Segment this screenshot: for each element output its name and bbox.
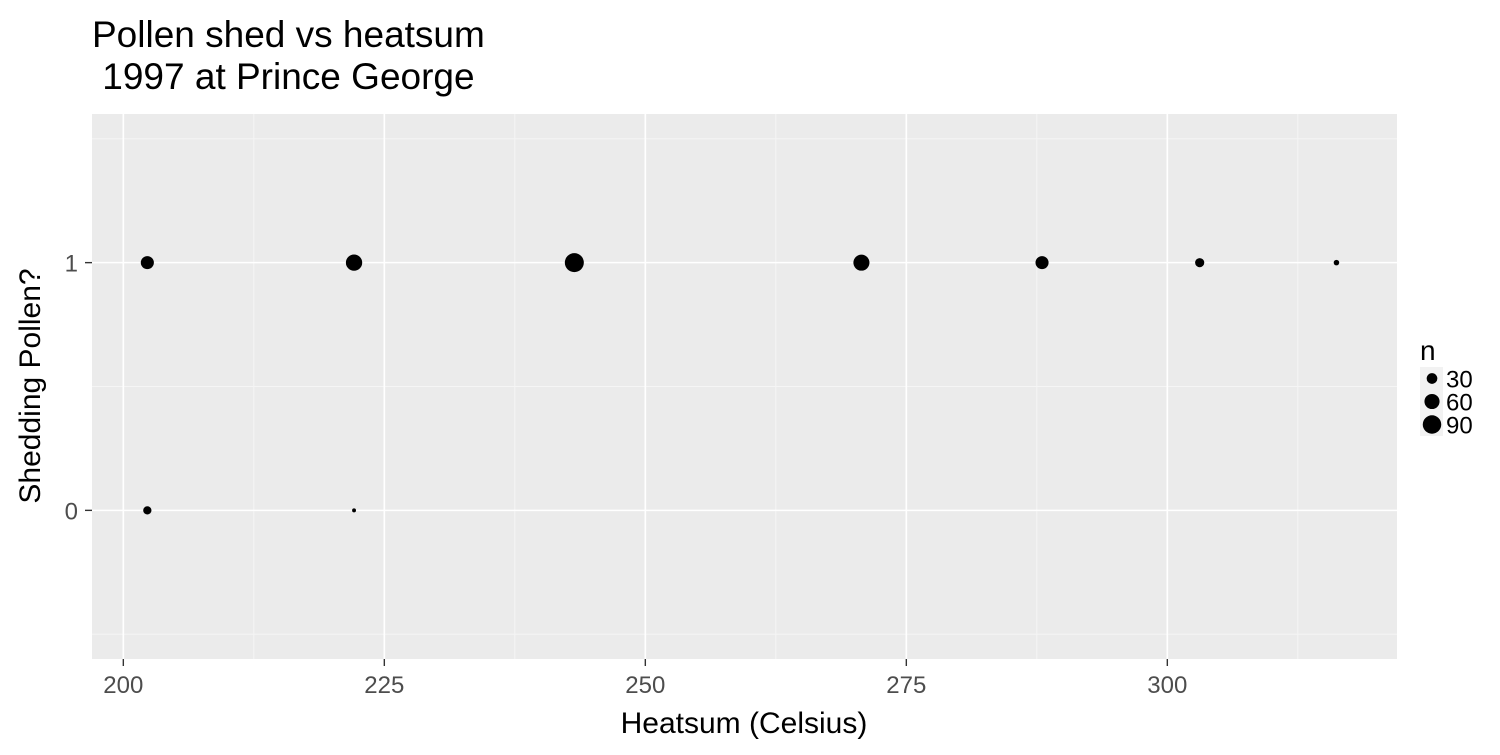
data-point xyxy=(140,256,154,270)
data-point xyxy=(143,506,152,515)
data-points xyxy=(140,253,1340,515)
x-axis: 200 225 250 275 300 xyxy=(103,659,1187,699)
legend-label: 30 xyxy=(1446,367,1473,394)
legend-key-point xyxy=(1426,373,1438,384)
data-point xyxy=(564,253,584,273)
x-tick-label: 300 xyxy=(1147,672,1187,699)
x-tick-label: 225 xyxy=(364,672,404,699)
y-axis-title: Shedding Pollen? xyxy=(14,268,47,503)
x-tick-label: 200 xyxy=(103,672,143,699)
legend-label: 90 xyxy=(1446,413,1473,440)
legend-label: 60 xyxy=(1446,390,1473,417)
chart-title-line-2: 1997 at Prince George xyxy=(92,56,475,97)
data-point xyxy=(1333,259,1340,266)
y-tick-label: 1 xyxy=(65,251,78,278)
x-axis-title: Heatsum (Celsius) xyxy=(621,707,868,740)
legend-key-point xyxy=(1424,393,1440,410)
grid-lines xyxy=(92,114,1397,659)
data-point xyxy=(1195,258,1205,268)
chart-title-line-1: Pollen shed vs heatsum xyxy=(92,14,485,55)
legend-key-point xyxy=(1422,415,1442,434)
y-axis: 01 xyxy=(65,251,92,525)
x-tick-label: 250 xyxy=(625,672,665,699)
chart-title: Pollen shed vs heatsum 1997 at Prince Ge… xyxy=(92,14,485,97)
data-point xyxy=(1035,256,1049,270)
x-tick-label: 275 xyxy=(886,672,926,699)
data-point xyxy=(853,254,870,271)
legend-title: n xyxy=(1420,335,1436,366)
data-point xyxy=(352,508,356,513)
data-point xyxy=(345,254,363,271)
y-tick-label: 0 xyxy=(65,498,78,525)
